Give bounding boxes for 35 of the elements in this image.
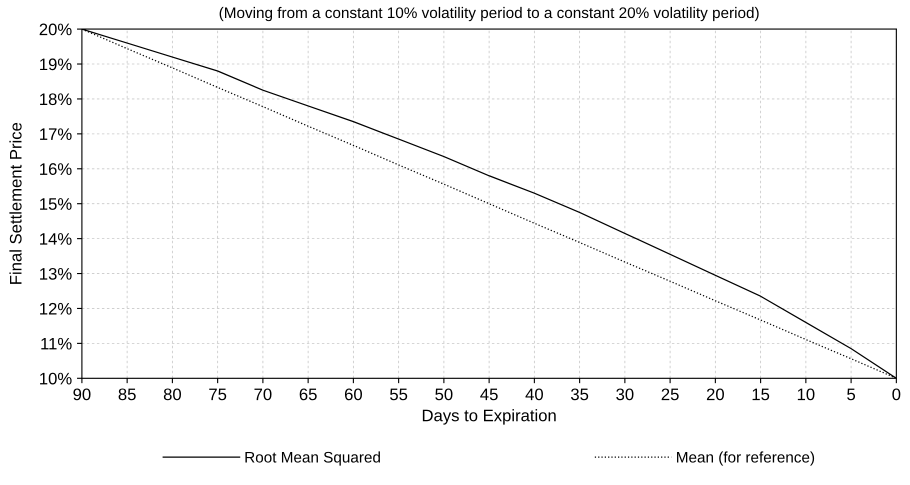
y-tick-label: 11% [41,338,72,350]
x-tick-label: 80 [164,388,182,400]
y-axis-title: Final Settlement Price [9,122,22,284]
x-tick-label: 75 [209,388,226,400]
x-tick-label: 25 [662,388,679,400]
x-tick-label: 30 [616,388,634,400]
y-tick-label: 16% [40,163,72,175]
y-tick-label: 17% [40,128,72,140]
y-tick-label: 12% [40,302,72,315]
y-tick-label: 13% [40,268,72,280]
x-tick-label: 50 [435,388,452,400]
x-axis-title: Days to Expiration [422,409,556,425]
y-tick-label: 10% [40,372,72,385]
legend-label: Mean (for reference) [677,451,814,466]
y-tick-label: 20% [40,24,72,36]
y-tick-label: 15% [40,198,72,210]
x-tick-label: 70 [254,388,272,400]
y-tick-label: 18% [40,93,72,106]
y-tick-label: 19% [40,58,72,70]
x-tick-label: 5 [847,388,856,400]
x-tick-label: 60 [344,388,362,400]
x-tick-label: 55 [390,388,408,400]
x-tick-label: 85 [118,388,136,400]
x-tick-label: 45 [480,388,498,400]
x-tick-label: 35 [570,388,588,400]
x-tick-label: 15 [752,388,770,400]
y-tick-label: 14% [40,233,72,245]
chart-title: (Moving from a constant 10% volatility period to a constant 20% volatility period) [220,6,759,22]
x-tick-label: 0 [892,388,900,400]
legend-label: Root Mean Squared [245,451,380,466]
x-tick-label: 20 [706,388,724,400]
x-tick-label: 90 [73,388,91,400]
x-tick-label: 65 [300,388,317,400]
x-tick-label: 40 [525,388,543,400]
x-tick-label: 10 [798,388,814,400]
